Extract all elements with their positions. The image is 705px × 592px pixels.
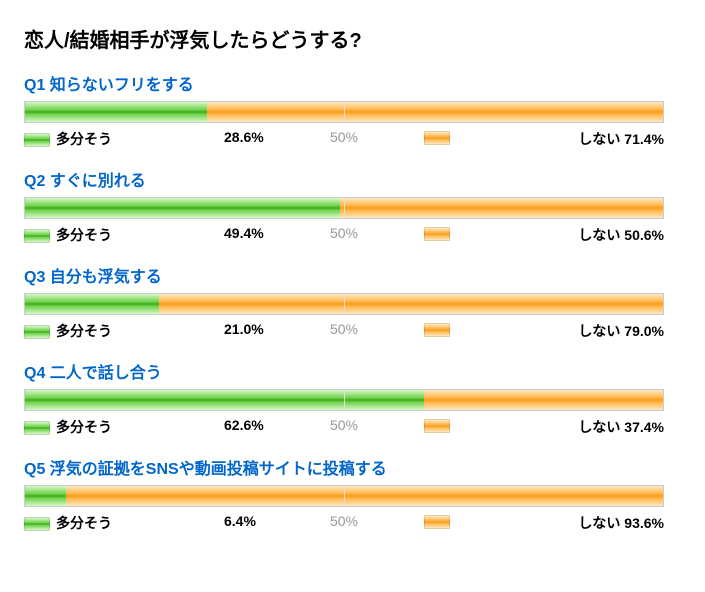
tick-50 [344, 197, 345, 219]
swatch-orange [424, 419, 450, 433]
question-text: すぐに別れる [50, 173, 146, 190]
legend-no-swatch-wrap [424, 417, 450, 433]
stacked-bar [24, 389, 664, 411]
swatch-orange [424, 131, 450, 145]
stacked-bar [24, 485, 664, 507]
question-block: Q1 知らないフリをする多分そう 28.6% 50% しない 71.4% [24, 71, 681, 153]
legend-row: 多分そう 62.6% 50% しない 37.4% [24, 415, 664, 441]
legend-mid: 50% [330, 513, 358, 529]
bar-segment-yes [25, 486, 66, 506]
legend-yes-label: 多分そう [56, 515, 112, 531]
question-text: 自分も浮気する [50, 269, 162, 286]
legend-yes-pct: 6.4% [224, 513, 256, 529]
legend-row: 多分そう 28.6% 50% しない 71.4% [24, 127, 664, 153]
legend-yes: 多分そう [24, 513, 112, 533]
legend-no-swatch-wrap [424, 225, 450, 241]
legend-yes: 多分そう [24, 417, 112, 437]
legend-no: しない 93.6% [578, 513, 664, 533]
legend-no-label: しない [578, 323, 620, 339]
swatch-orange [424, 323, 450, 337]
legend-no-pct: 37.4% [624, 419, 664, 435]
bar-segment-no [340, 198, 663, 218]
legend-no-pct: 79.0% [624, 323, 664, 339]
legend-yes-label: 多分そう [56, 419, 112, 435]
question-label: Q5 浮気の証拠をSNSや動画投稿サイトに投稿する [24, 455, 681, 479]
tick-50 [344, 101, 345, 123]
swatch-green [24, 229, 50, 243]
legend-no: しない 71.4% [578, 129, 664, 149]
legend-no: しない 79.0% [578, 321, 664, 341]
legend-mid: 50% [330, 225, 358, 241]
legend-no-label: しない [578, 419, 620, 435]
swatch-green [24, 421, 50, 435]
legend-yes: 多分そう [24, 321, 112, 341]
question-text: 知らないフリをする [50, 77, 194, 94]
tick-50 [344, 389, 345, 411]
legend-no-pct: 93.6% [624, 515, 664, 531]
legend-no-swatch-wrap [424, 321, 450, 337]
question-block: Q2 すぐに別れる多分そう 49.4% 50% しない 50.6% [24, 167, 681, 249]
question-label: Q3 自分も浮気する [24, 263, 681, 287]
legend-yes: 多分そう [24, 129, 112, 149]
legend-mid: 50% [330, 321, 358, 337]
bar-segment-yes [25, 390, 424, 410]
legend-yes-pct: 21.0% [224, 321, 264, 337]
legend-row: 多分そう 21.0% 50% しない 79.0% [24, 319, 664, 345]
legend-yes-pct: 28.6% [224, 129, 264, 145]
legend-no-label: しない [578, 227, 620, 243]
question-text: 二人で話し合う [50, 365, 162, 382]
question-id: Q1 [24, 77, 45, 94]
legend-no-swatch-wrap [424, 513, 450, 529]
legend-no: しない 50.6% [578, 225, 664, 245]
legend-yes-label: 多分そう [56, 323, 112, 339]
bar-segment-no [66, 486, 663, 506]
question-block: Q3 自分も浮気する多分そう 21.0% 50% しない 79.0% [24, 263, 681, 345]
question-id: Q5 [24, 461, 45, 478]
legend-row: 多分そう 6.4% 50% しない 93.6% [24, 511, 664, 537]
legend-no-label: しない [578, 131, 620, 147]
legend-yes: 多分そう [24, 225, 112, 245]
stacked-bar [24, 101, 664, 123]
legend-yes-pct: 62.6% [224, 417, 264, 433]
bar-segment-no [207, 102, 663, 122]
legend-no-label: しない [578, 515, 620, 531]
tick-50 [344, 293, 345, 315]
legend-yes-label: 多分そう [56, 227, 112, 243]
swatch-green [24, 133, 50, 147]
question-label: Q4 二人で話し合う [24, 359, 681, 383]
question-label: Q2 すぐに別れる [24, 167, 681, 191]
bar-segment-yes [25, 198, 340, 218]
swatch-orange [424, 515, 450, 529]
legend-mid: 50% [330, 417, 358, 433]
tick-50 [344, 485, 345, 507]
stacked-bar [24, 293, 664, 315]
swatch-green [24, 325, 50, 339]
bar-segment-yes [25, 294, 159, 314]
bar-segment-yes [25, 102, 207, 122]
legend-no-pct: 71.4% [624, 131, 664, 147]
legend-yes-label: 多分そう [56, 131, 112, 147]
swatch-green [24, 517, 50, 531]
bar-segment-no [424, 390, 663, 410]
question-block: Q5 浮気の証拠をSNSや動画投稿サイトに投稿する多分そう 6.4% 50% しない … [24, 455, 681, 537]
question-id: Q4 [24, 365, 45, 382]
swatch-orange [424, 227, 450, 241]
legend-row: 多分そう 49.4% 50% しない 50.6% [24, 223, 664, 249]
legend-mid: 50% [330, 129, 358, 145]
question-block: Q4 二人で話し合う多分そう 62.6% 50% しない 37.4% [24, 359, 681, 441]
stacked-bar [24, 197, 664, 219]
legend-no-pct: 50.6% [624, 227, 664, 243]
question-text: 浮気の証拠をSNSや動画投稿サイトに投稿する [50, 461, 387, 478]
legend-no-swatch-wrap [424, 129, 450, 145]
questions-container: Q1 知らないフリをする多分そう 28.6% 50% しない 71.4% Q2 すぐに別… [24, 71, 681, 537]
page-title: 恋人/結婚相手が浮気したらどうする? [24, 24, 681, 53]
legend-yes-pct: 49.4% [224, 225, 264, 241]
question-label: Q1 知らないフリをする [24, 71, 681, 95]
bar-segment-no [159, 294, 663, 314]
legend-no: しない 37.4% [578, 417, 664, 437]
question-id: Q3 [24, 269, 45, 286]
question-id: Q2 [24, 173, 45, 190]
